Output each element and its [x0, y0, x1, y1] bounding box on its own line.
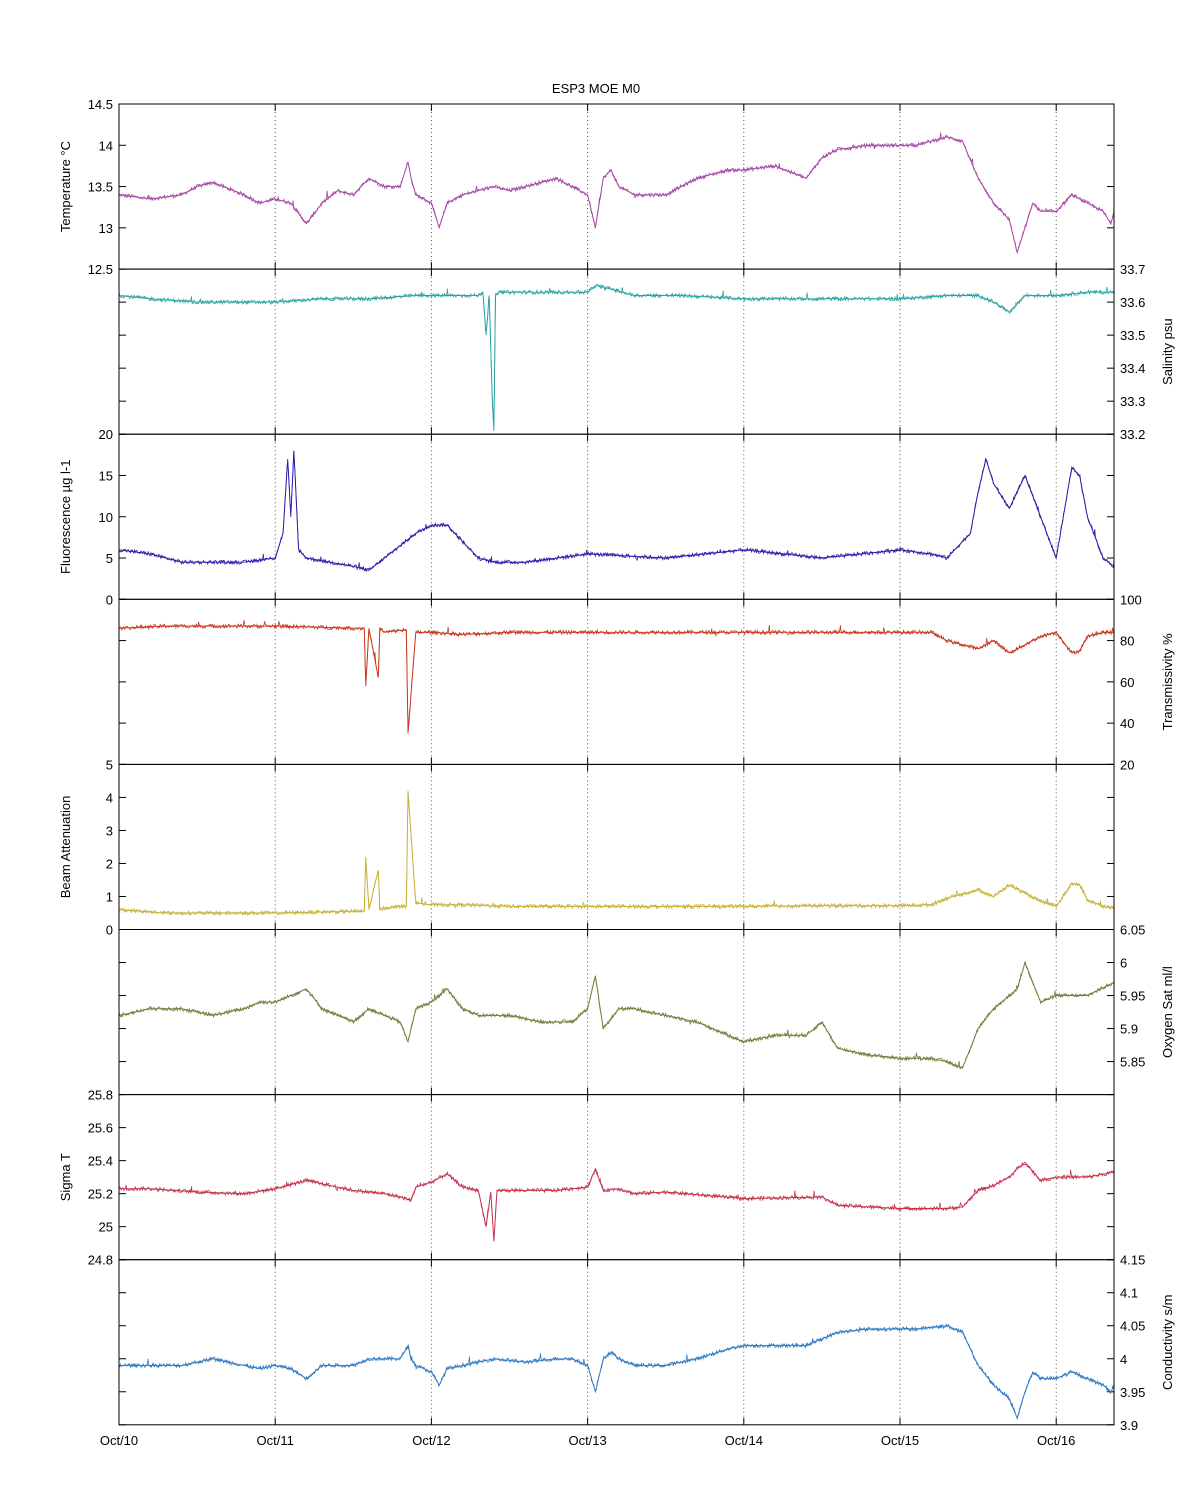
panel-frame — [118, 1259, 1115, 1426]
panel-7: 3.9 3.95 4 4.05 4.1 4.15 Conductivity s/m — [118, 1253, 1175, 1433]
series-line-keypoints — [118, 450, 1115, 571]
y-tick-label: 25.6 — [88, 1121, 113, 1136]
series-line-keypoints — [118, 625, 1114, 734]
chart-title: ESP3 MOE M0 — [552, 81, 640, 96]
x-tick-label: Oct/12 — [412, 1433, 450, 1448]
y-tick-label: 15 — [99, 468, 113, 483]
panel-4: 0 1 2 3 4 5 Beam Attenuation — [58, 757, 1115, 938]
y-tick-label: 25.8 — [88, 1088, 113, 1103]
panel-2: 0 5 10 15 20 Fluorescence µg l-1 — [58, 427, 1115, 607]
x-tick-label: Oct/11 — [257, 1433, 294, 1448]
series-line — [118, 283, 1115, 424]
y-axis-label: Transmissivity % — [1160, 633, 1175, 730]
panel-frame — [118, 433, 1115, 600]
y-tick-label: 14.5 — [88, 97, 113, 112]
y-tick-label: 5 — [106, 757, 113, 772]
y-tick-label: 25 — [99, 1220, 113, 1235]
y-tick-label: 100 — [1120, 592, 1142, 607]
y-tick-label: 3.95 — [1120, 1385, 1145, 1400]
y-tick-label: 4.05 — [1120, 1319, 1145, 1334]
y-tick-label: 3.9 — [1120, 1418, 1138, 1433]
panel-frame — [118, 1094, 1115, 1261]
y-tick-label: 5.9 — [1120, 1022, 1138, 1037]
series-line-keypoints — [118, 285, 1114, 431]
panel-6: 24.8 25 25.2 25.4 25.6 25.8 Sigma T — [58, 1088, 1115, 1268]
y-axis-label: Sigma T — [58, 1153, 73, 1201]
y-tick-label: 10 — [99, 510, 113, 525]
series-line-keypoints — [118, 961, 1115, 1069]
panel-frame — [118, 268, 1115, 435]
y-tick-label: 33.4 — [1120, 361, 1145, 376]
y-tick-label: 1 — [106, 889, 113, 904]
x-tick-label: Oct/10 — [100, 1433, 138, 1448]
y-tick-label: 5.95 — [1120, 989, 1145, 1004]
y-axis-label: Conductivity s/m — [1160, 1295, 1175, 1390]
y-tick-label: 33.3 — [1120, 394, 1145, 409]
y-tick-label: 13 — [99, 221, 113, 236]
y-axis-label: Fluorescence µg l-1 — [58, 460, 73, 574]
series-line — [118, 960, 1115, 1070]
series-line-keypoints — [118, 790, 1115, 914]
x-axis: Oct/10 Oct/11 Oct/12 Oct/13 Oct/14 Oct/15 Oct/… — [100, 1433, 1076, 1448]
y-axis-label: Beam Attenuation — [58, 796, 73, 899]
panel-frame — [118, 763, 1115, 931]
panel-5: 5.85 5.9 5.95 6 6.05 Oxygen Sat ml/l — [118, 923, 1175, 1096]
series-line — [118, 1161, 1115, 1237]
panel-frame — [118, 598, 1115, 765]
y-tick-label: 33.5 — [1120, 328, 1145, 343]
panel-3: 20 40 60 80 100 Transmissivity % — [118, 592, 1175, 772]
y-tick-label: 4.1 — [1120, 1286, 1138, 1301]
series-line — [118, 1323, 1115, 1420]
x-tick-label: Oct/13 — [568, 1433, 606, 1448]
y-tick-label: 20 — [1120, 757, 1134, 772]
series-line — [118, 794, 1115, 917]
panel-0: 12.5 13 13.5 14 14.5 Temperature °C — [58, 97, 1115, 277]
y-tick-label: 40 — [1120, 716, 1134, 731]
y-tick-label: 13.5 — [88, 180, 113, 195]
x-tick-label: Oct/14 — [725, 1433, 763, 1448]
y-tick-label: 2 — [106, 856, 113, 871]
y-tick-label: 6 — [1120, 956, 1127, 971]
y-tick-label: 20 — [99, 427, 113, 442]
y-axis-label: Oxygen Sat ml/l — [1160, 966, 1175, 1058]
x-tick-label: Oct/15 — [881, 1433, 919, 1448]
y-tick-label: 33.7 — [1120, 262, 1145, 277]
y-tick-label: 60 — [1120, 675, 1134, 690]
series-line — [118, 451, 1115, 572]
y-axis-label: Salinity psu — [1160, 318, 1175, 384]
y-tick-label: 24.8 — [88, 1253, 113, 1268]
y-tick-label: 0 — [106, 923, 113, 938]
y-tick-label: 33.2 — [1120, 427, 1145, 442]
series-line-keypoints — [119, 1161, 1115, 1242]
panel-frame — [118, 103, 1115, 270]
y-tick-label: 80 — [1120, 634, 1134, 649]
y-tick-label: 25.2 — [88, 1187, 113, 1202]
y-tick-label: 12.5 — [88, 262, 113, 277]
series-line — [118, 620, 1115, 730]
y-tick-label: 4.15 — [1120, 1253, 1145, 1268]
series-line — [118, 132, 1115, 253]
y-tick-label: 25.4 — [88, 1154, 113, 1169]
y-tick-label: 3 — [106, 823, 113, 838]
y-tick-label: 33.6 — [1120, 295, 1145, 310]
panel-1: 33.2 33.3 33.4 33.5 33.6 33.7 Salinity psu — [118, 262, 1175, 442]
x-tick-label: Oct/16 — [1037, 1433, 1075, 1448]
y-tick-label: 0 — [106, 592, 113, 607]
y-tick-label: 5 — [106, 551, 113, 566]
series-line-keypoints — [118, 136, 1115, 255]
y-tick-label: 14 — [99, 138, 113, 153]
y-tick-label: 5.85 — [1120, 1055, 1145, 1070]
series-line-keypoints — [119, 1325, 1115, 1420]
y-tick-label: 4 — [106, 790, 113, 805]
y-tick-label: 4 — [1120, 1352, 1127, 1367]
y-tick-label: 6.05 — [1120, 923, 1145, 938]
y-axis-label: Temperature °C — [58, 141, 73, 232]
